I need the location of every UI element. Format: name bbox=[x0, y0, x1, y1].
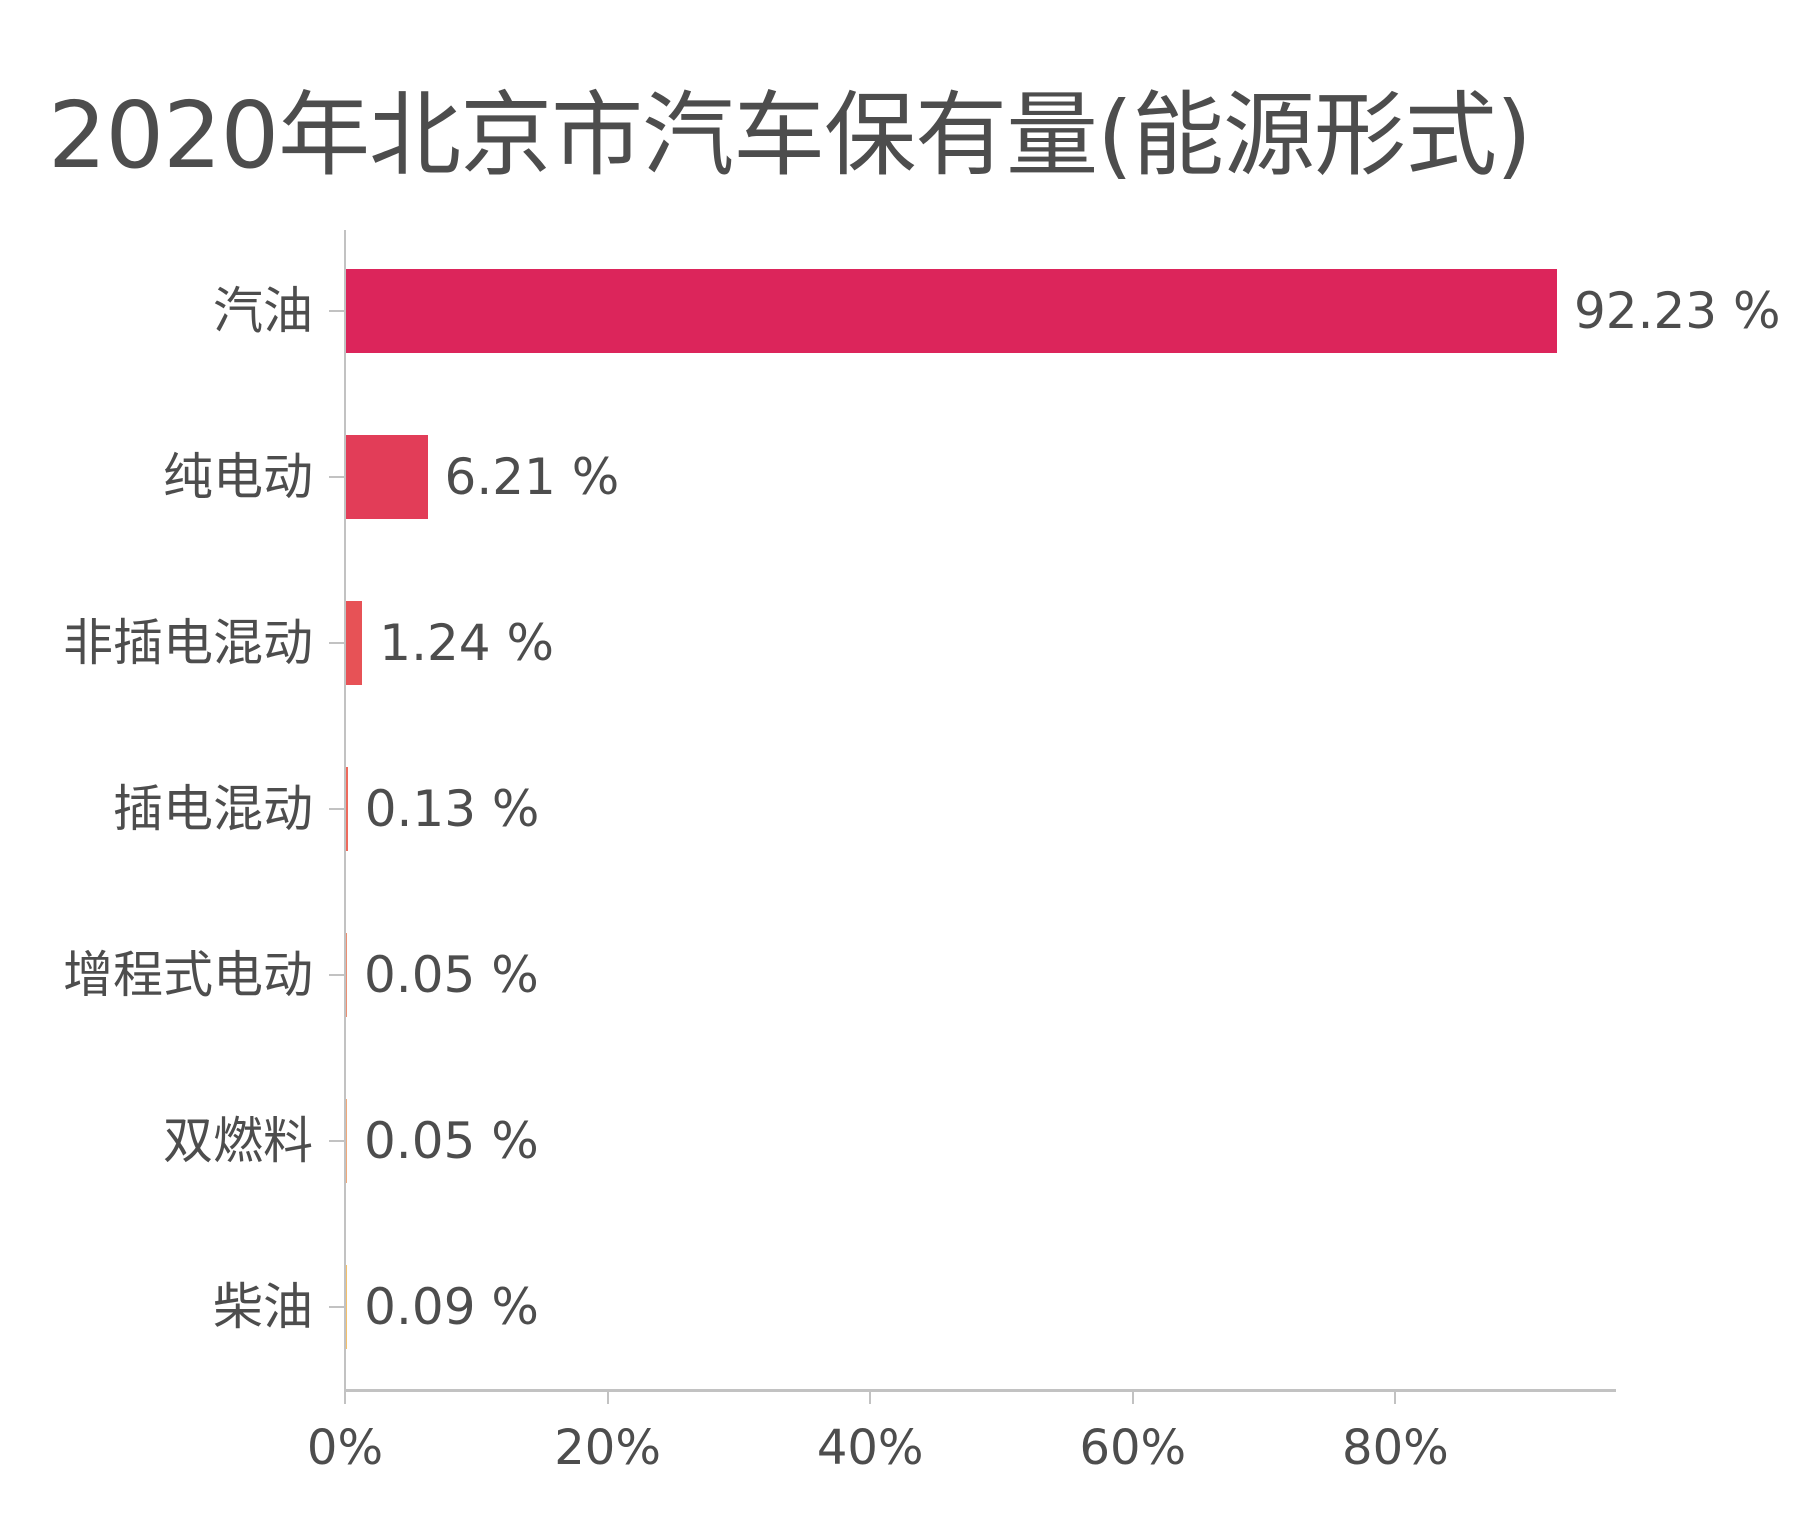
category-label: 插电混动 bbox=[113, 780, 313, 838]
x-tick bbox=[606, 1391, 609, 1404]
category-label: 非插电混动 bbox=[63, 614, 313, 672]
bar-row: 插电混动 0.13 % bbox=[0, 767, 1800, 851]
value-label: 0.05 % bbox=[364, 1112, 539, 1170]
y-tick bbox=[329, 310, 345, 312]
category-label: 柴油 bbox=[213, 1278, 313, 1336]
x-tick-label: 20% bbox=[554, 1420, 661, 1476]
category-label: 双燃料 bbox=[163, 1112, 313, 1170]
y-axis-line bbox=[344, 230, 346, 1391]
bar[interactable] bbox=[346, 933, 347, 1017]
bar[interactable] bbox=[346, 601, 363, 685]
x-tick-label: 0% bbox=[306, 1420, 384, 1476]
category-label: 纯电动 bbox=[163, 448, 313, 506]
y-tick bbox=[329, 974, 345, 976]
x-axis-line bbox=[344, 1389, 1616, 1392]
bar-row: 纯电动 6.21 % bbox=[0, 435, 1800, 519]
bar-row: 增程式电动 0.05 % bbox=[0, 933, 1800, 1017]
bar[interactable] bbox=[346, 767, 348, 851]
value-label: 92.23 % bbox=[1573, 282, 1781, 340]
bar-row: 汽油 92.23 % bbox=[0, 269, 1800, 353]
category-label: 汽油 bbox=[213, 282, 313, 340]
x-tick-label: 40% bbox=[816, 1420, 924, 1476]
bar[interactable] bbox=[346, 1099, 347, 1183]
bar-row: 双燃料 0.05 % bbox=[0, 1099, 1800, 1183]
value-label: 6.21 % bbox=[444, 448, 620, 506]
category-label: 增程式电动 bbox=[63, 946, 313, 1004]
x-tick-label: 80% bbox=[1342, 1420, 1449, 1476]
chart-title: 2020年北京市汽车保有量(能源形式) bbox=[48, 82, 1532, 189]
bar-row: 柴油 0.09 % bbox=[0, 1265, 1800, 1349]
bar[interactable] bbox=[346, 435, 428, 519]
value-label: 0.13 % bbox=[364, 780, 540, 838]
bar[interactable] bbox=[346, 1265, 348, 1349]
x-tick-label: 60% bbox=[1079, 1420, 1187, 1476]
y-tick bbox=[329, 1140, 345, 1142]
y-tick bbox=[329, 1306, 345, 1308]
value-label: 1.24 % bbox=[379, 614, 554, 672]
y-tick bbox=[329, 642, 345, 644]
x-tick bbox=[344, 1391, 346, 1404]
value-label: 0.05 % bbox=[364, 946, 539, 1004]
x-tick bbox=[869, 1391, 872, 1404]
bar-row: 非插电混动 1.24 % bbox=[0, 601, 1800, 685]
y-tick bbox=[329, 808, 345, 810]
x-tick bbox=[1394, 1391, 1397, 1404]
y-tick bbox=[329, 476, 345, 478]
bar[interactable] bbox=[346, 269, 1557, 353]
x-tick bbox=[1131, 1391, 1134, 1404]
value-label: 0.09 % bbox=[364, 1278, 539, 1336]
